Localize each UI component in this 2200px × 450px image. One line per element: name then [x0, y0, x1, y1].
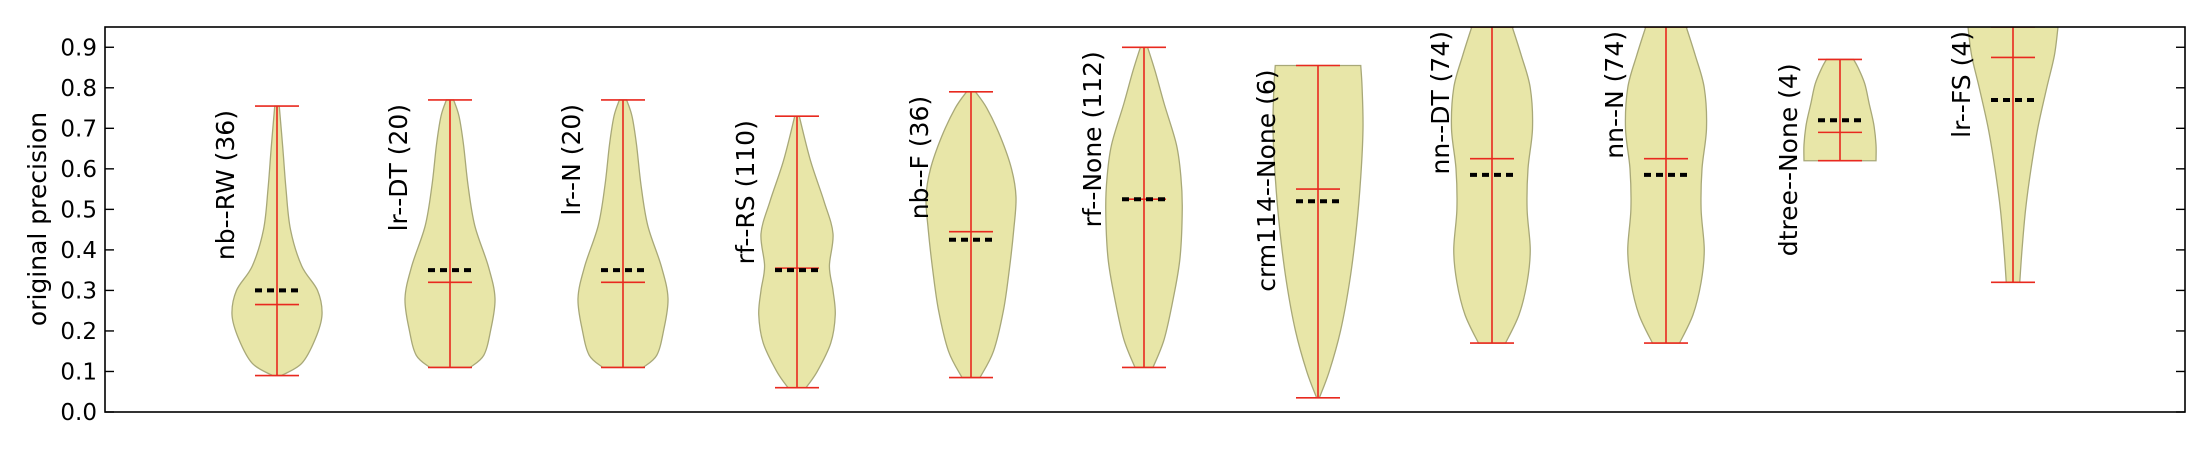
category-label: nb--F (36)	[905, 96, 934, 219]
violin-group	[1272, 64, 1364, 399]
y-tick-label: 0.9	[60, 35, 97, 61]
y-tick-label: 0.7	[60, 116, 97, 142]
y-axis-label: original precision	[23, 112, 52, 326]
violin-group	[231, 105, 323, 377]
y-axis: 0.0 0.1 0.2 0.3 0.4 0.5 0.6 0.7 0.8 0.9	[60, 35, 2185, 426]
category-label: lr--FS (4)	[1947, 31, 1976, 138]
category-label: rf--RS (110)	[731, 120, 760, 264]
violin-group	[1105, 46, 1183, 369]
y-tick-label: 0.0	[60, 400, 97, 426]
category-label: rf--None (112)	[1078, 51, 1107, 227]
violin-group	[577, 99, 669, 369]
y-tick-label: 0.5	[60, 197, 97, 223]
violin-group	[1624, 27, 1708, 344]
plot-frame	[104, 26, 2186, 413]
violins-layer: nb--RW (36) lr--DT (20) lr--N (20) rf--RS (…	[211, 27, 2059, 399]
y-tick-label: 0.1	[60, 359, 97, 385]
violin-group	[404, 99, 496, 369]
category-label: lr--DT (20)	[384, 104, 413, 231]
violin-group	[1450, 27, 1534, 344]
y-tick-label: 0.3	[60, 278, 97, 304]
violin-group	[758, 115, 836, 389]
category-label: dtree--None (4)	[1774, 63, 1803, 256]
category-label: nn--DT (74)	[1426, 31, 1455, 175]
violin-group	[925, 91, 1017, 379]
violin-group	[1803, 58, 1877, 162]
y-tick-label: 0.6	[60, 157, 97, 183]
y-tick-label: 0.2	[60, 319, 97, 345]
violin-group	[1967, 27, 2059, 284]
y-tick-label: 0.4	[60, 238, 97, 264]
category-label: nb--RW (36)	[211, 110, 240, 260]
y-tick-label: 0.8	[60, 76, 97, 102]
category-label: lr--N (20)	[557, 104, 586, 216]
category-label: crm114--None (6)	[1252, 70, 1281, 292]
category-label: nn--N (74)	[1600, 31, 1629, 159]
